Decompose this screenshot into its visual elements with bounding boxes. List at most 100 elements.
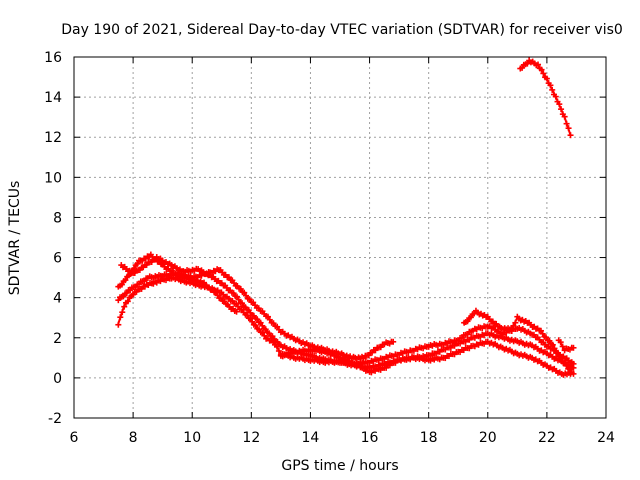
data-point — [567, 132, 574, 139]
data-point — [230, 290, 237, 297]
data-point — [244, 312, 251, 319]
x-axis-tick-labels: 6 8 10 12 14 16 18 20 22 24 — [70, 430, 615, 446]
data-point — [390, 338, 397, 345]
data-point — [558, 106, 565, 113]
data-point — [134, 260, 141, 267]
data-point — [237, 285, 244, 292]
data-point — [543, 334, 550, 341]
data-point — [538, 66, 545, 73]
data-point — [124, 298, 131, 305]
data-point — [510, 322, 517, 329]
data-point — [535, 61, 542, 68]
data-point — [259, 322, 266, 329]
x-tick-label: 24 — [597, 430, 615, 446]
data-point — [264, 313, 271, 320]
data-point — [257, 319, 264, 326]
data-point — [259, 329, 266, 336]
data-point — [540, 70, 547, 77]
data-point — [524, 60, 531, 67]
data-point — [556, 101, 563, 108]
data-point — [557, 339, 564, 346]
y-tick-label: 6 — [53, 251, 62, 267]
data-point — [115, 321, 122, 328]
data-point — [565, 125, 572, 132]
data-point — [546, 337, 553, 344]
data-point — [249, 318, 256, 325]
data-point — [543, 75, 550, 82]
chart-title: Day 190 of 2021, Sidereal Day-to-day VTE… — [61, 22, 623, 38]
data-point — [570, 370, 577, 377]
y-tick-label: 0 — [53, 371, 62, 387]
data-point — [235, 296, 242, 303]
data-point — [118, 281, 125, 288]
data-point — [467, 314, 474, 321]
data-series — [115, 57, 577, 378]
data-point — [122, 277, 129, 284]
data-point — [563, 120, 570, 127]
data-point — [274, 323, 281, 330]
data-point — [559, 343, 566, 350]
data-point — [262, 326, 269, 333]
plot-frame — [73, 56, 607, 419]
data-point — [508, 325, 515, 332]
y-tick-label: 10 — [44, 170, 62, 186]
data-point — [254, 316, 261, 323]
data-point — [252, 322, 259, 329]
x-tick-label: 8 — [129, 430, 138, 446]
data-point — [117, 314, 124, 321]
data-point — [547, 82, 554, 89]
data-point — [273, 343, 280, 350]
x-tick-label: 18 — [420, 430, 438, 446]
data-point — [270, 320, 277, 327]
data-point — [243, 292, 250, 299]
data-point — [551, 345, 558, 352]
data-point — [121, 303, 128, 310]
series-trace-8 — [517, 57, 574, 139]
data-point — [233, 308, 240, 315]
series-trace-7 — [555, 337, 577, 354]
data-point — [464, 318, 471, 325]
y-tick-label: 14 — [44, 90, 62, 106]
data-point — [119, 309, 126, 316]
data-point — [561, 113, 568, 120]
x-axis-label: GPS time / hours — [281, 458, 398, 474]
data-point — [246, 296, 253, 303]
data-point — [539, 330, 546, 337]
data-point — [239, 300, 246, 307]
series-trace-6 — [461, 307, 577, 377]
data-point — [519, 64, 526, 71]
grid-lines — [74, 57, 606, 418]
data-point — [261, 332, 268, 339]
data-point — [561, 359, 568, 366]
data-point — [549, 341, 556, 348]
data-point — [566, 366, 573, 373]
y-tick-label: -2 — [48, 411, 62, 427]
x-tick-label: 10 — [183, 430, 201, 446]
data-point — [233, 293, 240, 300]
data-point — [275, 347, 282, 354]
x-tick-label: 20 — [479, 430, 497, 446]
y-axis-tick-labels: -2 0 2 4 6 8 10 12 14 16 — [44, 50, 62, 427]
y-tick-label: 4 — [53, 291, 62, 307]
data-point — [570, 344, 577, 351]
data-point — [554, 350, 561, 357]
data-point — [537, 327, 544, 334]
x-tick-label: 6 — [70, 430, 79, 446]
data-point — [247, 315, 254, 322]
data-point — [256, 326, 263, 333]
y-axis-label: SDTVAR / TECUs — [7, 181, 23, 296]
y-tick-label: 8 — [53, 210, 62, 226]
data-point — [563, 362, 570, 369]
data-point — [552, 93, 559, 100]
x-tick-label: 16 — [361, 430, 379, 446]
data-point — [549, 86, 556, 93]
y-tick-label: 2 — [53, 331, 62, 347]
data-point — [558, 354, 565, 361]
data-point — [570, 360, 577, 367]
axis-ticks — [73, 56, 607, 419]
data-point — [266, 316, 273, 323]
data-point — [241, 289, 248, 296]
series-trace-5 — [277, 338, 574, 378]
